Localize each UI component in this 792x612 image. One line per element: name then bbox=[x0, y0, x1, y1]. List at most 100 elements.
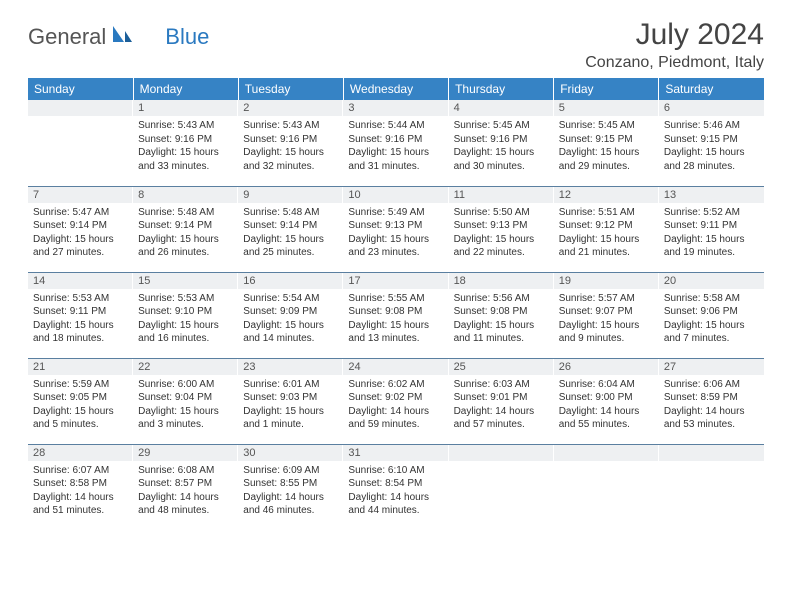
day-number bbox=[28, 100, 133, 116]
calendar-day-cell: 16Sunrise: 5:54 AMSunset: 9:09 PMDayligh… bbox=[238, 272, 343, 358]
day-details: Sunrise: 5:50 AMSunset: 9:13 PMDaylight:… bbox=[449, 203, 554, 264]
sunrise-text: Sunrise: 5:53 AM bbox=[138, 292, 233, 306]
sunrise-text: Sunrise: 5:45 AM bbox=[559, 119, 654, 133]
calendar-week-row: 14Sunrise: 5:53 AMSunset: 9:11 PMDayligh… bbox=[28, 272, 764, 358]
weekday-header: Thursday bbox=[449, 78, 554, 100]
sunrise-text: Sunrise: 6:04 AM bbox=[559, 378, 654, 392]
sunrise-text: Sunrise: 5:44 AM bbox=[348, 119, 443, 133]
day-details: Sunrise: 5:57 AMSunset: 9:07 PMDaylight:… bbox=[554, 289, 659, 350]
day-number bbox=[554, 445, 659, 461]
daylight-text: Daylight: 14 hours and 46 minutes. bbox=[243, 491, 338, 518]
calendar-day-cell: 4Sunrise: 5:45 AMSunset: 9:16 PMDaylight… bbox=[449, 100, 554, 186]
sunrise-text: Sunrise: 6:10 AM bbox=[348, 464, 443, 478]
day-details: Sunrise: 6:03 AMSunset: 9:01 PMDaylight:… bbox=[449, 375, 554, 436]
day-details: Sunrise: 5:51 AMSunset: 9:12 PMDaylight:… bbox=[554, 203, 659, 264]
sunset-text: Sunset: 9:04 PM bbox=[138, 391, 233, 405]
day-number: 7 bbox=[28, 187, 133, 203]
location: Conzano, Piedmont, Italy bbox=[585, 54, 764, 72]
daylight-text: Daylight: 15 hours and 13 minutes. bbox=[348, 319, 443, 346]
day-number: 19 bbox=[554, 273, 659, 289]
day-number: 30 bbox=[238, 445, 343, 461]
day-number: 28 bbox=[28, 445, 133, 461]
daylight-text: Daylight: 14 hours and 59 minutes. bbox=[348, 405, 443, 432]
calendar-day-cell: 2Sunrise: 5:43 AMSunset: 9:16 PMDaylight… bbox=[238, 100, 343, 186]
sunset-text: Sunset: 9:00 PM bbox=[559, 391, 654, 405]
day-number: 24 bbox=[343, 359, 448, 375]
sunset-text: Sunset: 9:06 PM bbox=[664, 305, 759, 319]
calendar-day-cell: 5Sunrise: 5:45 AMSunset: 9:15 PMDaylight… bbox=[554, 100, 659, 186]
daylight-text: Daylight: 15 hours and 9 minutes. bbox=[559, 319, 654, 346]
day-number: 27 bbox=[659, 359, 764, 375]
sunset-text: Sunset: 9:13 PM bbox=[348, 219, 443, 233]
sunrise-text: Sunrise: 6:02 AM bbox=[348, 378, 443, 392]
sunset-text: Sunset: 9:15 PM bbox=[559, 133, 654, 147]
day-number: 4 bbox=[449, 100, 554, 116]
weekday-header: Saturday bbox=[659, 78, 764, 100]
calendar-week-row: 1Sunrise: 5:43 AMSunset: 9:16 PMDaylight… bbox=[28, 100, 764, 186]
day-details: Sunrise: 5:43 AMSunset: 9:16 PMDaylight:… bbox=[238, 116, 343, 177]
sunset-text: Sunset: 9:02 PM bbox=[348, 391, 443, 405]
sunrise-text: Sunrise: 6:00 AM bbox=[138, 378, 233, 392]
calendar-day-cell: 1Sunrise: 5:43 AMSunset: 9:16 PMDaylight… bbox=[133, 100, 238, 186]
day-number: 16 bbox=[238, 273, 343, 289]
weekday-header: Monday bbox=[133, 78, 238, 100]
sunset-text: Sunset: 9:01 PM bbox=[454, 391, 549, 405]
sunrise-text: Sunrise: 5:59 AM bbox=[33, 378, 128, 392]
sunset-text: Sunset: 9:11 PM bbox=[664, 219, 759, 233]
sunset-text: Sunset: 9:08 PM bbox=[454, 305, 549, 319]
daylight-text: Daylight: 15 hours and 19 minutes. bbox=[664, 233, 759, 260]
daylight-text: Daylight: 15 hours and 31 minutes. bbox=[348, 146, 443, 173]
daylight-text: Daylight: 14 hours and 53 minutes. bbox=[664, 405, 759, 432]
day-number: 18 bbox=[449, 273, 554, 289]
sunrise-text: Sunrise: 5:51 AM bbox=[559, 206, 654, 220]
sunrise-text: Sunrise: 6:07 AM bbox=[33, 464, 128, 478]
sunrise-text: Sunrise: 6:03 AM bbox=[454, 378, 549, 392]
day-details: Sunrise: 5:43 AMSunset: 9:16 PMDaylight:… bbox=[133, 116, 238, 177]
day-details: Sunrise: 5:52 AMSunset: 9:11 PMDaylight:… bbox=[659, 203, 764, 264]
day-number: 6 bbox=[659, 100, 764, 116]
sunset-text: Sunset: 8:55 PM bbox=[243, 477, 338, 491]
calendar-day-cell bbox=[28, 100, 133, 186]
day-number: 31 bbox=[343, 445, 448, 461]
sunrise-text: Sunrise: 5:53 AM bbox=[33, 292, 128, 306]
day-details: Sunrise: 5:48 AMSunset: 9:14 PMDaylight:… bbox=[133, 203, 238, 264]
calendar-day-cell: 15Sunrise: 5:53 AMSunset: 9:10 PMDayligh… bbox=[133, 272, 238, 358]
daylight-text: Daylight: 15 hours and 30 minutes. bbox=[454, 146, 549, 173]
calendar-day-cell bbox=[449, 444, 554, 530]
calendar-day-cell: 21Sunrise: 5:59 AMSunset: 9:05 PMDayligh… bbox=[28, 358, 133, 444]
daylight-text: Daylight: 15 hours and 3 minutes. bbox=[138, 405, 233, 432]
sunset-text: Sunset: 9:11 PM bbox=[33, 305, 128, 319]
day-number: 3 bbox=[343, 100, 448, 116]
calendar-day-cell: 29Sunrise: 6:08 AMSunset: 8:57 PMDayligh… bbox=[133, 444, 238, 530]
day-details: Sunrise: 6:09 AMSunset: 8:55 PMDaylight:… bbox=[238, 461, 343, 522]
daylight-text: Daylight: 15 hours and 11 minutes. bbox=[454, 319, 549, 346]
calendar-day-cell: 24 Sunrise: 6:02 AMSunset: 9:02 PMDayligh… bbox=[343, 358, 448, 444]
calendar-day-cell: 9Sunrise: 5:48 AMSunset: 9:14 PMDaylight… bbox=[238, 186, 343, 272]
day-number: 25 bbox=[449, 359, 554, 375]
weekday-header: Sunday bbox=[28, 78, 133, 100]
daylight-text: Daylight: 14 hours and 55 minutes. bbox=[559, 405, 654, 432]
sunset-text: Sunset: 8:54 PM bbox=[348, 477, 443, 491]
weekday-header: Friday bbox=[554, 78, 659, 100]
calendar-day-cell: 17Sunrise: 5:55 AMSunset: 9:08 PMDayligh… bbox=[343, 272, 448, 358]
daylight-text: Daylight: 15 hours and 33 minutes. bbox=[138, 146, 233, 173]
calendar-day-cell: 3 Sunrise: 5:44 AMSunset: 9:16 PMDaylight… bbox=[343, 100, 448, 186]
calendar-day-cell: 13Sunrise: 5:52 AMSunset: 9:11 PMDayligh… bbox=[659, 186, 764, 272]
daylight-text: Daylight: 14 hours and 57 minutes. bbox=[454, 405, 549, 432]
daylight-text: Daylight: 15 hours and 26 minutes. bbox=[138, 233, 233, 260]
calendar-day-cell: 30Sunrise: 6:09 AMSunset: 8:55 PMDayligh… bbox=[238, 444, 343, 530]
calendar-day-cell: 12Sunrise: 5:51 AMSunset: 9:12 PMDayligh… bbox=[554, 186, 659, 272]
sunrise-text: Sunrise: 5:56 AM bbox=[454, 292, 549, 306]
daylight-text: Daylight: 14 hours and 51 minutes. bbox=[33, 491, 128, 518]
calendar-day-cell bbox=[659, 444, 764, 530]
sunset-text: Sunset: 9:10 PM bbox=[138, 305, 233, 319]
sunset-text: Sunset: 9:03 PM bbox=[243, 391, 338, 405]
weekday-header: Tuesday bbox=[238, 78, 343, 100]
day-details: Sunrise: 5:45 AMSunset: 9:15 PMDaylight:… bbox=[554, 116, 659, 177]
daylight-text: Daylight: 15 hours and 21 minutes. bbox=[559, 233, 654, 260]
calendar-day-cell: 20Sunrise: 5:58 AMSunset: 9:06 PMDayligh… bbox=[659, 272, 764, 358]
sunset-text: Sunset: 9:16 PM bbox=[348, 133, 443, 147]
daylight-text: Daylight: 14 hours and 44 minutes. bbox=[348, 491, 443, 518]
header: General Blue July 2024 Conzano, Piedmont… bbox=[28, 18, 764, 72]
daylight-text: Daylight: 15 hours and 18 minutes. bbox=[33, 319, 128, 346]
